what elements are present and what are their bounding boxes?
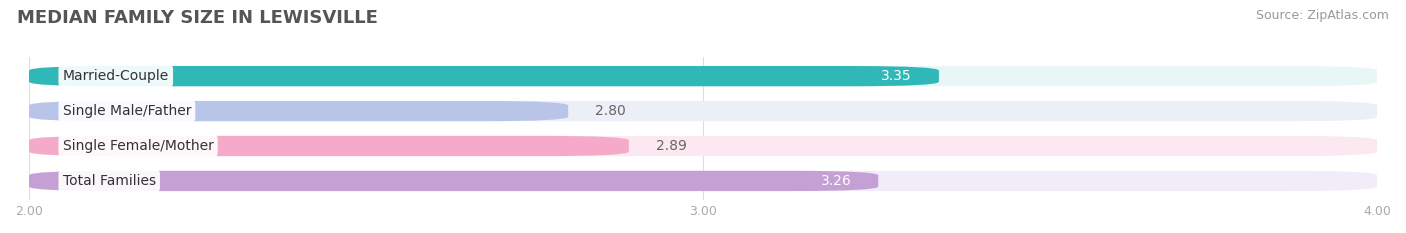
Text: 2.89: 2.89 (655, 139, 686, 153)
FancyBboxPatch shape (30, 171, 879, 191)
FancyBboxPatch shape (30, 66, 939, 86)
FancyBboxPatch shape (30, 171, 1376, 191)
Text: Single Female/Mother: Single Female/Mother (63, 139, 214, 153)
Text: 3.35: 3.35 (882, 69, 912, 83)
Text: MEDIAN FAMILY SIZE IN LEWISVILLE: MEDIAN FAMILY SIZE IN LEWISVILLE (17, 9, 378, 27)
FancyBboxPatch shape (30, 136, 1376, 156)
Text: Total Families: Total Families (63, 174, 156, 188)
FancyBboxPatch shape (30, 66, 1376, 86)
FancyBboxPatch shape (30, 101, 568, 121)
Text: Married-Couple: Married-Couple (63, 69, 169, 83)
FancyBboxPatch shape (30, 136, 628, 156)
Text: 3.26: 3.26 (821, 174, 851, 188)
Text: Source: ZipAtlas.com: Source: ZipAtlas.com (1256, 9, 1389, 22)
Text: Single Male/Father: Single Male/Father (63, 104, 191, 118)
FancyBboxPatch shape (30, 101, 1376, 121)
Text: 2.80: 2.80 (595, 104, 626, 118)
